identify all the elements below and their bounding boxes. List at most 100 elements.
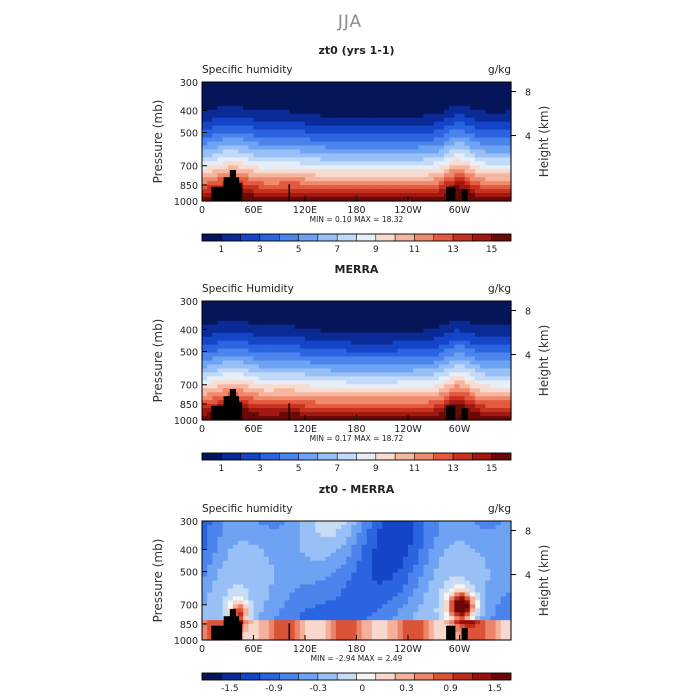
- field-cell: [346, 380, 352, 385]
- field-cell: [279, 189, 285, 194]
- field-cell: [274, 580, 280, 586]
- field-cell: [397, 364, 404, 370]
- field-cell: [258, 312, 265, 318]
- field-cell: [392, 308, 399, 314]
- field-cell: [480, 117, 486, 123]
- field-cell: [490, 400, 497, 405]
- field-cell: [408, 416, 414, 421]
- field-cell: [480, 185, 486, 190]
- field-cell: [243, 117, 249, 123]
- field-cell: [469, 396, 476, 401]
- field-cell: [500, 600, 507, 605]
- field-cell: [315, 521, 322, 526]
- field-cell: [351, 197, 358, 202]
- field-cell: [495, 352, 502, 358]
- field-cell: [485, 521, 491, 526]
- field-cell: [222, 560, 229, 566]
- field-cell: [305, 408, 311, 413]
- field-cell: [500, 308, 507, 314]
- field-cell: [382, 113, 388, 119]
- field-cell: [320, 344, 327, 350]
- field-cell: [490, 153, 497, 158]
- field-cell: [366, 580, 373, 586]
- field-cell: [248, 304, 255, 310]
- field-cell: [444, 82, 450, 87]
- field-cell: [346, 556, 352, 562]
- field-cell: [258, 544, 265, 550]
- field-cell: [464, 169, 471, 174]
- field-cell: [232, 125, 239, 131]
- field-cell: [238, 392, 244, 397]
- field-cell: [279, 324, 285, 330]
- field-cell: [284, 105, 291, 111]
- field-cell: [305, 113, 311, 119]
- panel-variable-label: Specific Humidity: [202, 283, 294, 295]
- field-cell: [402, 324, 409, 330]
- field-cell: [366, 169, 373, 174]
- field-cell: [346, 137, 352, 143]
- field-cell: [258, 524, 265, 530]
- field-cell: [444, 384, 450, 389]
- field-cell: [371, 376, 378, 381]
- field-cell: [480, 113, 486, 119]
- field-cell: [361, 165, 368, 170]
- field-cell: [248, 580, 255, 586]
- field-cell: [387, 93, 394, 99]
- field-cell: [366, 336, 373, 342]
- field-cell: [397, 360, 404, 366]
- field-cell: [438, 157, 445, 162]
- field-cell: [232, 544, 239, 550]
- field-cell: [366, 344, 373, 350]
- field-cell: [315, 408, 322, 413]
- field-cell: [469, 352, 476, 358]
- field-cell: [232, 536, 239, 542]
- field-cell: [459, 568, 466, 574]
- field-cell: [387, 82, 394, 87]
- field-cell: [449, 149, 455, 154]
- field-cell: [320, 572, 327, 578]
- field-cell: [320, 324, 327, 330]
- field-cell: [351, 384, 358, 389]
- field-cell: [428, 372, 435, 377]
- field-cell: [371, 113, 378, 119]
- field-cell: [253, 336, 260, 342]
- field-cell: [438, 352, 445, 358]
- field-cell: [299, 320, 306, 326]
- field-cell: [258, 560, 265, 566]
- field-cell: [428, 408, 435, 413]
- field-cell: [341, 93, 347, 99]
- field-cell: [397, 161, 404, 166]
- field-cell: [320, 149, 327, 154]
- field-cell: [351, 169, 358, 174]
- field-cell: [320, 592, 327, 597]
- field-cell: [320, 133, 327, 139]
- field-cell: [346, 408, 352, 413]
- field-cell: [397, 556, 404, 562]
- field-cell: [202, 133, 208, 139]
- field-cell: [268, 592, 275, 597]
- field-cell: [227, 97, 234, 103]
- field-cell: [217, 340, 224, 346]
- field-cell: [310, 340, 316, 346]
- field-cell: [490, 169, 497, 174]
- field-cell: [351, 404, 358, 409]
- field-cell: [469, 125, 476, 131]
- field-cell: [356, 332, 363, 338]
- field-cell: [382, 392, 388, 397]
- field-cell: [433, 141, 440, 147]
- field-cell: [258, 396, 265, 401]
- field-cell: [469, 320, 476, 326]
- field-cell: [253, 548, 260, 554]
- field-cell: [433, 380, 440, 385]
- field-cell: [361, 412, 368, 417]
- field-cell: [238, 388, 244, 393]
- field-cell: [341, 82, 347, 87]
- field-cell: [387, 304, 394, 310]
- field-cell: [335, 161, 342, 166]
- field-cell: [474, 392, 481, 397]
- field-cell: [341, 540, 347, 546]
- field-cell: [310, 524, 316, 530]
- field-cell: [335, 89, 342, 95]
- field-cell: [444, 592, 450, 597]
- field-cell: [485, 584, 491, 590]
